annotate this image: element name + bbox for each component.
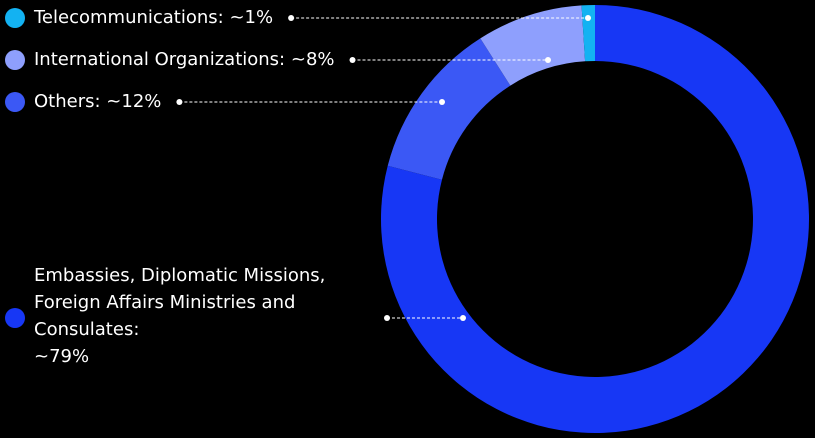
leader-dot <box>460 315 466 321</box>
leader-dot <box>439 99 445 105</box>
legend-swatch <box>5 308 25 328</box>
value-label: ~8% <box>290 49 335 70</box>
donut-segment <box>581 5 595 62</box>
value-label: ~12% <box>106 91 162 112</box>
category-label: Embassies, Diplomatic Missions, Foreign … <box>34 265 326 340</box>
leader-dot <box>585 15 591 21</box>
category-label: Telecommunications: <box>34 7 224 28</box>
donut-segment <box>480 5 586 86</box>
donut-segment <box>387 38 511 180</box>
category-label: Others: <box>34 91 101 112</box>
leader-dot <box>176 99 183 105</box>
legend-label: International Organizations: ~8% <box>34 46 335 73</box>
legend-label: Telecommunications: ~1% <box>34 4 273 31</box>
leader-dot <box>288 15 295 21</box>
legend-swatch <box>5 8 25 28</box>
legend-label: Others: ~12% <box>34 88 161 115</box>
legend-swatch <box>5 92 25 112</box>
leader-dot <box>349 57 356 63</box>
category-label: International Organizations: <box>34 49 286 70</box>
legend-swatch <box>5 50 25 70</box>
leader-dot <box>545 57 551 63</box>
leader-dot <box>384 315 390 321</box>
value-label: ~1% <box>229 7 274 28</box>
legend-label: Embassies, Diplomatic Missions, Foreign … <box>34 262 374 370</box>
value-label: ~79% <box>34 346 90 367</box>
